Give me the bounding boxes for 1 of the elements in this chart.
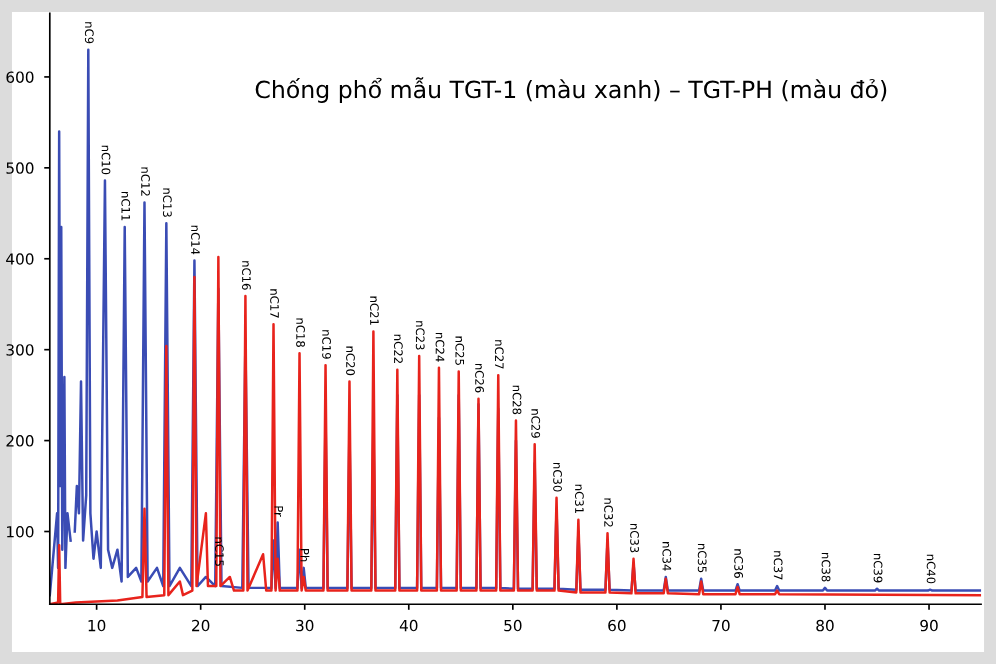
text: Chống phổ mẫu TGT-1 (màu xanh) – TGT-PH (màu đỏ) xyxy=(255,77,887,103)
